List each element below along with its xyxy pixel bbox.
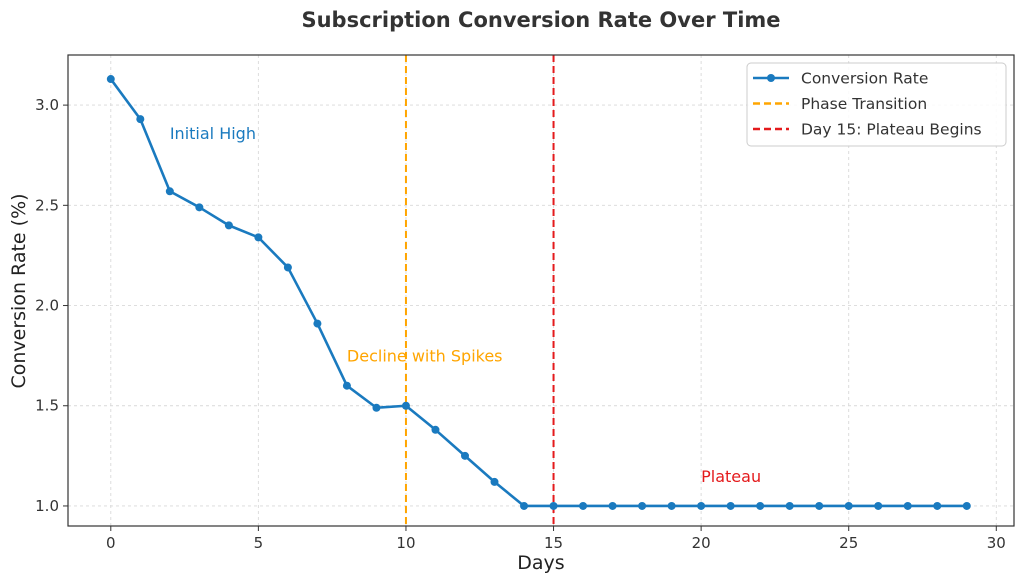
data-point xyxy=(490,477,499,486)
data-point xyxy=(401,401,410,410)
y-tick-label: 2.5 xyxy=(35,196,59,214)
axis-ticks: 0 5 10 15 20 25 30 1.0 1.5 2.0 2.5 3.0 xyxy=(35,96,1006,552)
data-point xyxy=(254,233,263,242)
data-point xyxy=(933,501,942,510)
x-tick-label: 15 xyxy=(544,534,563,552)
data-point xyxy=(962,501,971,510)
vertical-reference-lines xyxy=(404,55,555,526)
annotation-label: Plateau xyxy=(701,467,761,486)
data-point xyxy=(638,501,647,510)
legend-box xyxy=(746,62,1007,147)
data-point xyxy=(726,501,735,510)
legend-label: Day 15: Plateau Begins xyxy=(801,121,982,139)
data-point xyxy=(460,451,469,460)
data-point xyxy=(520,501,529,510)
y-axis-label: Conversion Rate (%) xyxy=(8,193,30,388)
plot-frame xyxy=(67,54,1015,527)
x-tick-label: 20 xyxy=(692,534,711,552)
chart-title: Subscription Conversion Rate Over Time xyxy=(301,8,780,32)
x-tick-label: 30 xyxy=(987,534,1006,552)
x-tick-label: 10 xyxy=(396,534,415,552)
data-point xyxy=(372,403,381,412)
series-line xyxy=(109,77,969,508)
annotation-label: Initial High xyxy=(170,124,256,143)
data-point xyxy=(844,501,853,510)
data-point xyxy=(136,115,145,124)
legend-marker xyxy=(767,74,775,82)
legend-label: Phase Transition xyxy=(801,95,927,113)
data-point xyxy=(283,263,292,272)
data-point xyxy=(106,75,115,84)
data-point xyxy=(756,501,765,510)
x-tick-label: 5 xyxy=(254,534,264,552)
y-tick-label: 1.0 xyxy=(35,497,59,515)
data-point xyxy=(903,501,912,510)
x-tick-label: 25 xyxy=(839,534,858,552)
data-point xyxy=(785,501,794,510)
data-point xyxy=(608,501,617,510)
data-point xyxy=(579,501,588,510)
data-point xyxy=(874,501,883,510)
data-point xyxy=(313,319,322,328)
data-point xyxy=(431,425,440,434)
legend-label: Conversion Rate xyxy=(801,70,928,88)
y-tick-label: 3.0 xyxy=(35,96,59,114)
legend-items: Conversion Rate Phase Transition Day 15: P… xyxy=(753,70,982,139)
x-tick-label: 0 xyxy=(106,534,116,552)
y-tick-label: 1.5 xyxy=(35,397,59,415)
data-point xyxy=(165,187,174,196)
x-axis-label: Days xyxy=(517,552,564,574)
data-point xyxy=(224,221,233,230)
annotations: Initial High Decline with Spikes Plateau xyxy=(170,124,761,486)
annotation-label: Decline with Spikes xyxy=(347,347,503,366)
data-point xyxy=(697,501,706,510)
data-point xyxy=(195,203,204,212)
data-point xyxy=(815,501,824,510)
series-layer xyxy=(106,75,971,510)
legend: Conversion Rate Phase Transition Day 15: P… xyxy=(746,62,1007,147)
data-point xyxy=(667,501,676,510)
y-tick-label: 2.0 xyxy=(35,297,59,315)
data-point xyxy=(549,501,558,510)
data-point xyxy=(342,381,351,390)
